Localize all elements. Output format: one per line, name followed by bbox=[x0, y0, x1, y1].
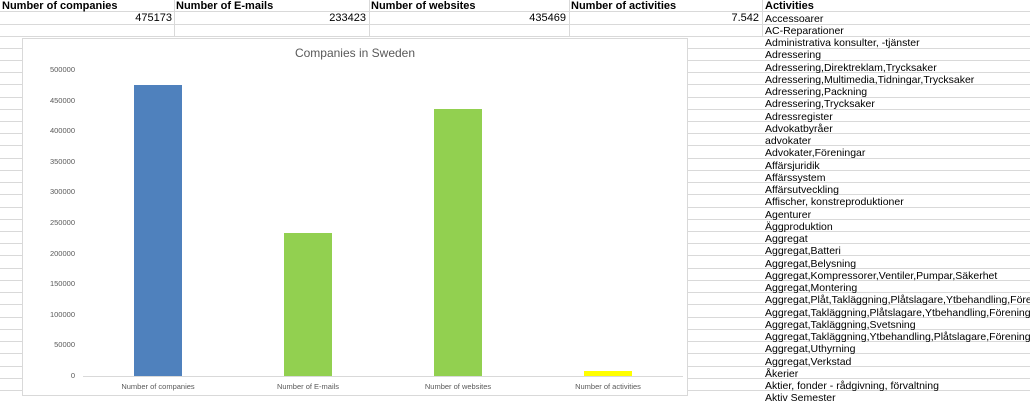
activity-item[interactable]: Affärsjuridik bbox=[765, 159, 820, 172]
chart-title: Companies in Sweden bbox=[294, 46, 416, 60]
activity-item[interactable]: Accessoarer bbox=[765, 12, 824, 25]
y-tick-label: 200000 bbox=[49, 248, 75, 258]
activity-item[interactable]: Adressering,Packning bbox=[765, 86, 868, 98]
activity-item[interactable]: Aggregat,Kompressorer,Ventiler,Pumpar,Sä… bbox=[765, 269, 998, 282]
y-tick-label: 250000 bbox=[49, 218, 75, 227]
activity-item[interactable]: Adressering,Trycksaker bbox=[765, 98, 875, 111]
activity-item[interactable]: Aktiv Semester bbox=[765, 392, 836, 404]
column-divider bbox=[569, 0, 570, 36]
y-tick-label: 100000 bbox=[49, 309, 75, 319]
activity-item[interactable]: Adressering,Multimedia,Tidningar,Trycksa… bbox=[765, 73, 975, 86]
bar[interactable] bbox=[434, 109, 482, 376]
x-tick-label: Number of E-mails bbox=[276, 382, 340, 391]
activity-item[interactable]: Agenturer bbox=[765, 208, 812, 221]
activity-item[interactable]: Aggregat,Takläggning,Plåtslagare,Ytbehan… bbox=[765, 306, 1030, 319]
column-divider bbox=[174, 0, 175, 36]
value-companies[interactable]: 475173 bbox=[135, 12, 172, 24]
activity-item[interactable]: Affischer, konstreproduktioner bbox=[765, 196, 904, 209]
bar[interactable] bbox=[134, 85, 182, 376]
grid-line bbox=[0, 11, 1030, 12]
y-tick-label: 0 bbox=[70, 371, 75, 380]
column-divider bbox=[369, 0, 370, 36]
activity-item[interactable]: Åkerier bbox=[765, 367, 799, 380]
activity-item[interactable]: Aggregat,Montering bbox=[765, 282, 858, 294]
activity-item[interactable]: Administrativa konsulter, -tjänster bbox=[765, 37, 920, 49]
activity-item[interactable]: Aggregat,Uthyrning bbox=[765, 343, 856, 356]
activity-item[interactable]: Aggregat,Batteri bbox=[765, 245, 841, 258]
activity-item[interactable]: Adressering,Direktreklam,Trycksaker bbox=[765, 61, 937, 74]
header-companies[interactable]: Number of companies bbox=[2, 0, 118, 12]
column-divider bbox=[762, 0, 763, 36]
x-tick-label: Number of companies bbox=[121, 382, 195, 391]
activity-item[interactable]: Adressregister bbox=[765, 110, 833, 123]
activity-item[interactable]: Aggregat,Plåt,Takläggning,Plåtslagare,Yt… bbox=[765, 294, 1030, 307]
activity-item[interactable]: Affärsutveckling bbox=[765, 184, 839, 196]
x-tick-label: Number of websites bbox=[424, 382, 492, 391]
activity-item[interactable]: Aggregat,Takläggning,Svetsning bbox=[765, 318, 916, 331]
activity-item[interactable]: Aggregat,Belysning bbox=[765, 257, 857, 270]
header-emails[interactable]: Number of E-mails bbox=[176, 0, 274, 12]
activity-item[interactable]: AC-Reparationer bbox=[765, 24, 844, 37]
activity-item[interactable]: Äggproduktion bbox=[765, 220, 833, 233]
activity-item[interactable]: Aggregat,Takläggning,Ytbehandling,Plåtsl… bbox=[765, 331, 1030, 343]
value-activities[interactable]: 7.542 bbox=[731, 12, 759, 24]
y-tick-label: 150000 bbox=[49, 279, 75, 289]
y-tick-label: 50000 bbox=[54, 340, 75, 350]
x-tick-label: Number of activities bbox=[575, 382, 641, 391]
value-websites[interactable]: 435469 bbox=[529, 12, 566, 24]
y-tick-label: 450000 bbox=[49, 95, 75, 105]
activity-item[interactable]: Aggregat bbox=[765, 233, 808, 245]
grid-line bbox=[0, 24, 1030, 25]
grid-line bbox=[0, 36, 1030, 37]
y-tick-label: 500000 bbox=[49, 65, 75, 74]
bar-chart[interactable]: Companies in Sweden 0 50000 100000 150000 20… bbox=[22, 38, 688, 396]
value-emails[interactable]: 233423 bbox=[329, 12, 366, 24]
y-tick-label: 350000 bbox=[49, 156, 75, 166]
activity-item[interactable]: Aktier, fonder - rådgivning, förvaltning bbox=[765, 380, 939, 392]
activity-item[interactable]: Advokatbyråer bbox=[765, 122, 833, 135]
header-websites[interactable]: Number of websites bbox=[371, 0, 476, 12]
activity-item[interactable]: Adressering bbox=[765, 49, 822, 62]
activity-item[interactable]: Aggregat,Verkstad bbox=[765, 355, 852, 368]
y-tick-label: 300000 bbox=[49, 187, 75, 197]
activity-item[interactable]: Advokater,Föreningar bbox=[765, 147, 866, 160]
x-axis-line bbox=[83, 376, 683, 377]
header-activities[interactable]: Number of activities bbox=[571, 0, 677, 12]
bar[interactable] bbox=[584, 371, 632, 376]
bar[interactable] bbox=[284, 233, 332, 376]
y-tick-label: 400000 bbox=[49, 126, 75, 136]
activity-item[interactable]: advokater bbox=[765, 135, 812, 147]
activity-item[interactable]: Affärssystem bbox=[765, 171, 826, 184]
header-activities-list[interactable]: Activities bbox=[765, 0, 814, 12]
